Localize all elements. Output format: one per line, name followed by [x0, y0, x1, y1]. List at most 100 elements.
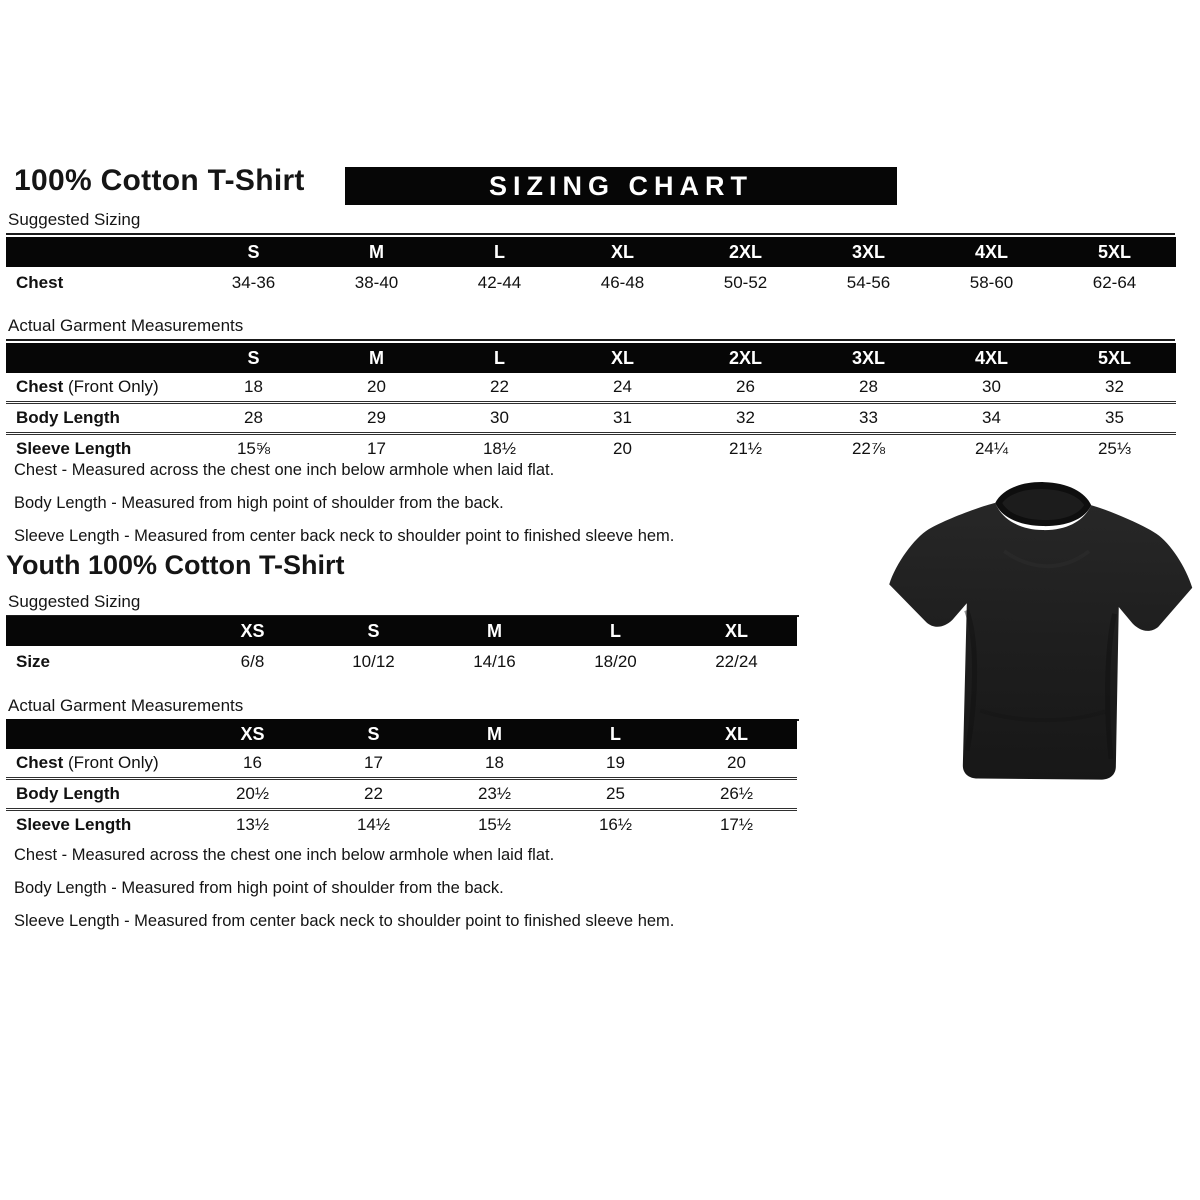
- value-cell: 17: [364, 753, 383, 772]
- value-cell: 22⅞: [851, 439, 886, 458]
- table-row: Body Length 28 29 30 31 32 33 34 35: [6, 401, 1176, 432]
- table-row: Sleeve Length 13½ 14½ 15½ 16½ 17½: [6, 808, 797, 839]
- table-row: Chest 34-36 38-40 42-44 46-48 50-52 54-56 58-60…: [6, 267, 1176, 298]
- value-cell: 31: [613, 408, 632, 427]
- note-body-length: Body Length - Measured from high point o…: [14, 879, 504, 897]
- value-cell: 15⅝: [236, 439, 271, 458]
- value-cell: 6/8: [240, 651, 265, 671]
- youth-section-title: Youth 100% Cotton T-Shirt: [6, 550, 345, 580]
- value-cell: 18: [244, 377, 263, 396]
- youth-suggested-sizing-table: XS S M L XL Size 6/8 10/12 14/16 18/20 22/24: [6, 616, 797, 677]
- size-column-header: L: [610, 620, 621, 641]
- value-cell: 32: [1105, 377, 1124, 396]
- note-body-length: Body Length - Measured from high point o…: [14, 494, 504, 512]
- value-cell: 35: [1105, 408, 1124, 427]
- value-cell: 24¼: [974, 439, 1009, 458]
- table-row: Body Length 20½ 22 23½ 25 26½: [6, 777, 797, 808]
- row-label-cell: Body Length: [16, 784, 120, 803]
- size-column-header: L: [494, 347, 505, 368]
- youth-measurement-notes: Chest - Measured across the chest one in…: [14, 846, 674, 945]
- value-cell: 46-48: [600, 272, 645, 292]
- adult-suggested-sizing-label: Suggested Sizing: [6, 210, 1175, 235]
- size-column-header: M: [487, 723, 502, 744]
- value-cell: 10/12: [352, 651, 395, 671]
- size-column-header: XL: [724, 723, 748, 744]
- value-cell: 30: [982, 377, 1001, 396]
- table-row: Chest (Front Only) 16 17 18 19 20: [6, 749, 797, 777]
- value-cell: 18½: [482, 439, 517, 458]
- size-column-header: XS: [240, 620, 265, 641]
- table-header-row: S M L XL 2XL 3XL 4XL 5XL: [6, 237, 1176, 267]
- size-column-header: M: [369, 241, 384, 262]
- value-cell: 13½: [235, 815, 270, 834]
- table-header-row: XS S M L XL: [6, 616, 797, 646]
- value-cell: 17: [367, 439, 386, 458]
- value-cell: 16: [243, 753, 262, 772]
- tshirt-illustration: [889, 482, 1193, 780]
- value-cell: 20: [613, 439, 632, 458]
- table-row: Chest (Front Only) 18 20 22 24 26 28 30 32: [6, 373, 1176, 401]
- value-cell: 25: [606, 784, 625, 803]
- table-header-row: S M L XL 2XL 3XL 4XL 5XL: [6, 343, 1176, 373]
- size-column-header: XS: [240, 723, 265, 744]
- value-cell: 54-56: [846, 272, 891, 292]
- value-cell: 18: [485, 753, 504, 772]
- size-column-header: XL: [610, 347, 634, 368]
- size-column-header: 2XL: [728, 347, 762, 368]
- note-sleeve-length: Sleeve Length - Measured from center bac…: [14, 527, 675, 545]
- youth-measurements-label: Actual Garment Measurements: [6, 696, 799, 721]
- row-label-cell: Size: [16, 651, 51, 671]
- value-cell: 22: [364, 784, 383, 803]
- value-cell: 14½: [356, 815, 391, 834]
- note-chest: Chest - Measured across the chest one in…: [14, 461, 555, 479]
- row-label-cell: Chest: [16, 272, 64, 292]
- value-cell: 19: [606, 753, 625, 772]
- value-cell: 42-44: [477, 272, 522, 292]
- size-column-header: L: [494, 241, 505, 262]
- value-cell: 26½: [719, 784, 754, 803]
- value-cell: 24: [613, 377, 632, 396]
- value-cell: 21½: [728, 439, 763, 458]
- adult-measurements-table: S M L XL 2XL 3XL 4XL 5XL Chest (Front Only) 18 20 2…: [6, 343, 1176, 463]
- value-cell: 33: [859, 408, 878, 427]
- value-cell: 38-40: [354, 272, 399, 292]
- value-cell: 28: [244, 408, 263, 427]
- size-column-header: 4XL: [974, 347, 1008, 368]
- row-label-cell: Sleeve Length: [16, 815, 132, 834]
- adult-measurement-notes: Chest - Measured across the chest one in…: [14, 461, 674, 560]
- size-column-header: S: [247, 347, 260, 368]
- value-cell: 34-36: [231, 272, 276, 292]
- size-column-header: XL: [724, 620, 748, 641]
- size-column-header: L: [610, 723, 621, 744]
- row-label-cell: Sleeve Length: [16, 439, 132, 458]
- value-cell: 18/20: [594, 651, 637, 671]
- value-cell: 16½: [598, 815, 633, 834]
- value-cell: 28: [859, 377, 878, 396]
- value-cell: 15½: [477, 815, 512, 834]
- page-title: 100% Cotton T-Shirt: [14, 164, 305, 197]
- size-column-header: S: [367, 620, 380, 641]
- value-cell: 23½: [477, 784, 512, 803]
- size-column-header: 2XL: [728, 241, 762, 262]
- value-cell: 20½: [235, 784, 270, 803]
- value-cell: 20: [367, 377, 386, 396]
- youth-suggested-sizing-label: Suggested Sizing: [6, 592, 799, 617]
- row-label-cell: Chest (Front Only): [16, 753, 159, 772]
- table-row: Sleeve Length 15⅝ 17 18½ 20 21½ 22⅞ 24¼ 25⅓: [6, 432, 1176, 463]
- note-sleeve-length: Sleeve Length - Measured from center bac…: [14, 912, 675, 930]
- value-cell: 26: [736, 377, 755, 396]
- size-column-header: 5XL: [1097, 347, 1131, 368]
- value-cell: 14/16: [473, 651, 516, 671]
- value-cell: 32: [736, 408, 755, 427]
- value-cell: 25⅓: [1097, 439, 1132, 458]
- value-cell: 30: [490, 408, 509, 427]
- value-cell: 22/24: [715, 651, 758, 671]
- note-chest: Chest - Measured across the chest one in…: [14, 846, 555, 864]
- table-row: Size 6/8 10/12 14/16 18/20 22/24: [6, 646, 797, 677]
- youth-measurements-table: XS S M L XL Chest (Front Only) 16 17 18 19 20 Body …: [6, 719, 797, 839]
- value-cell: 20: [727, 753, 746, 772]
- sizing-chart-banner: SIZING CHART: [345, 167, 897, 205]
- size-column-header: 5XL: [1097, 241, 1131, 262]
- size-column-header: 3XL: [851, 241, 885, 262]
